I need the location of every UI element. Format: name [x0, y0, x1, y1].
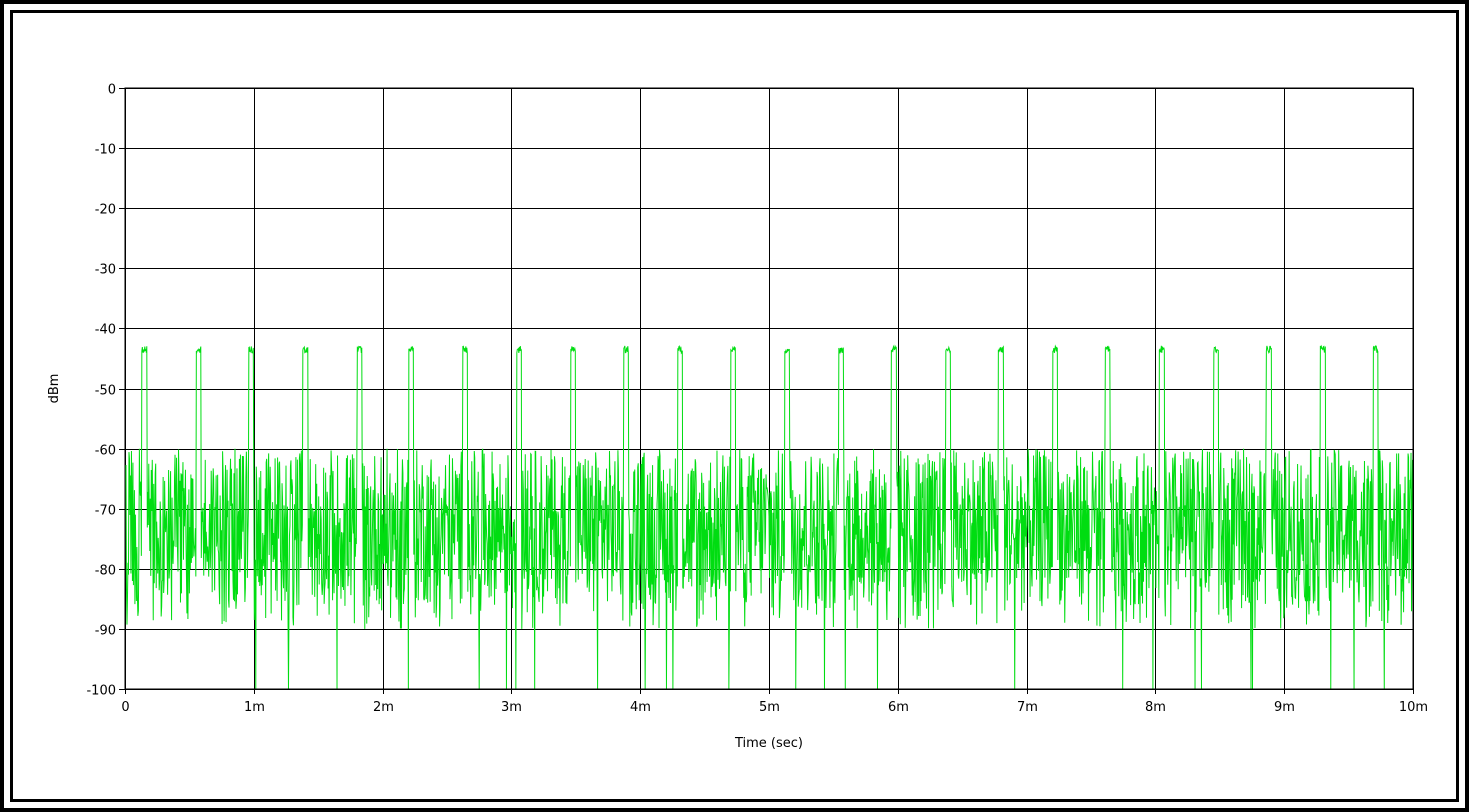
y-tick-label: -30 — [95, 263, 116, 278]
x-tick-label: 4m — [630, 700, 651, 715]
series-line — [124, 344, 1414, 690]
ticks: 0 1m 2m 3m 4m 5m 6m 7m 8m 9m 10m 0 -10 -20 -30 -40 -50 -6… — [86, 83, 1428, 716]
x-tick-label: 8m — [1145, 700, 1166, 715]
y-tick-label: -90 — [95, 624, 116, 639]
x-tick-label: 9m — [1274, 700, 1295, 715]
y-tick-label: -100 — [86, 684, 116, 699]
y-tick-label: -70 — [95, 504, 116, 519]
x-tick-label: 0 — [121, 700, 129, 715]
y-tick-label: -40 — [95, 323, 116, 338]
y-tick-label: -10 — [95, 143, 116, 158]
y-tick-label: 0 — [108, 83, 116, 98]
y-tick-label: -60 — [95, 444, 116, 459]
x-tick-label: 7m — [1017, 700, 1038, 715]
y-tick-label: -50 — [95, 384, 116, 399]
x-tick-label: 2m — [373, 700, 394, 715]
y-tick-label: -80 — [95, 564, 116, 579]
y-axis-title: dBm — [47, 374, 62, 404]
x-axis-title: Time (sec) — [734, 736, 803, 751]
y-tick-label: -20 — [95, 203, 116, 218]
x-tick-label: 10m — [1399, 700, 1428, 715]
x-tick-label: 1m — [244, 700, 265, 715]
x-tick-label: 6m — [888, 700, 909, 715]
x-tick-label: 5m — [759, 700, 780, 715]
x-tick-label: 3m — [501, 700, 522, 715]
series-layer — [124, 344, 1414, 690]
